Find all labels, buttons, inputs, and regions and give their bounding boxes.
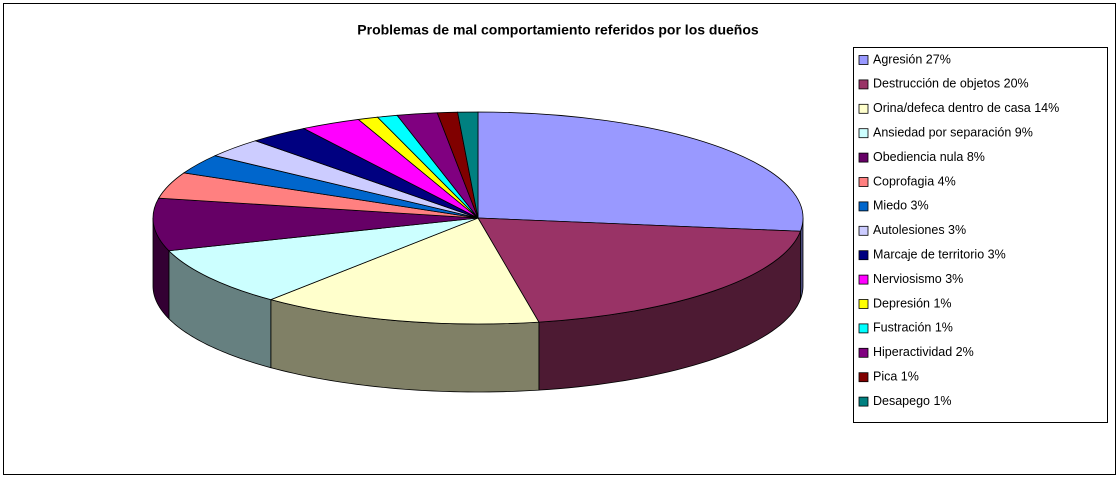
legend-swatch [858,79,869,90]
legend-label: Orina/defeca dentro de casa 14% [873,101,1059,115]
slice [269,217,540,325]
legend-label: Depresión 1% [873,296,952,310]
legend-label: Autolesiones 3% [873,223,966,237]
legend-swatch [858,347,869,358]
slice [152,197,479,252]
chart-title: Problemas de mal comportamiento referido… [357,22,759,38]
legend-swatch [858,274,869,285]
legend-swatch [858,201,869,212]
legend-label: Hiperactividad 2% [873,345,974,359]
legend-label: Nerviosismo 3% [873,272,963,286]
legend-label: Destrucción de objetos 20% [873,77,1029,91]
legend-box [853,47,1108,423]
legend-label: Pica 1% [873,369,919,383]
legend-swatch [858,128,869,139]
slice [477,111,804,232]
legend-label: Miedo 3% [873,199,929,213]
legend-swatch [858,55,869,65]
slice [457,111,479,219]
legend-swatch [858,396,869,407]
legend-label: Coprofagia 4% [873,174,956,188]
legend-swatch [858,177,869,187]
slice [168,217,479,301]
legend-label: Marcaje de territorio 3% [873,247,1006,261]
legend-swatch [858,103,869,114]
slice [477,217,802,323]
legend-label: Agresión 27% [873,52,951,66]
legend-swatch [858,225,869,236]
legend-label: Fustración 1% [873,321,953,335]
legend-label: Ansiedad por separación 9% [873,125,1033,139]
legend-label: Obediencia nula 8% [873,150,985,164]
legend-swatch [858,323,869,334]
legend-swatch [858,372,869,383]
legend-label: Desapego 1% [873,394,952,408]
legend-swatch [858,299,869,309]
legend-swatch [858,250,869,261]
legend-swatch [858,152,869,163]
